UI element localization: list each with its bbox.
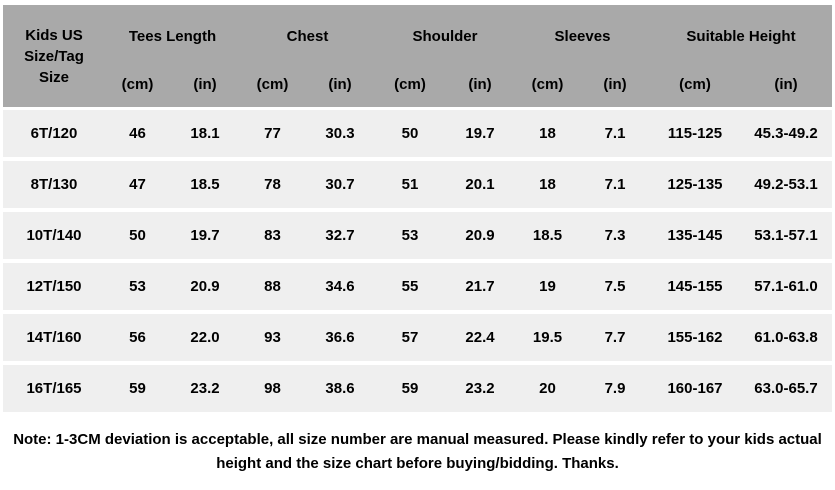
header-group: Chest	[286, 27, 329, 45]
table-cell: 57.1-61.0	[754, 278, 818, 295]
header-group: Sleeves	[554, 27, 611, 45]
table-cell: 63.0-65.7	[754, 380, 818, 397]
header-unit: (cm)	[679, 76, 711, 93]
header-group: Shoulder	[412, 27, 478, 45]
table-cell: 50	[401, 125, 419, 142]
table-cell: 135-145	[667, 227, 723, 244]
table-cell: 21.7	[465, 278, 495, 295]
table-cell: 20	[539, 380, 556, 397]
table-cell: 98	[264, 380, 281, 397]
header-unit: (cm)	[256, 76, 289, 93]
table-cell: 20.1	[465, 176, 495, 193]
row-band	[3, 263, 832, 310]
table-cell: 45.3-49.2	[754, 125, 818, 142]
header-unit: (in)	[603, 76, 627, 93]
table-cell: 53	[401, 227, 419, 244]
table-cell: 125-135	[667, 176, 723, 193]
header-group: Suitable Height	[686, 27, 796, 45]
table-cell: 7.1	[604, 125, 626, 142]
table-cell: 30.3	[325, 125, 355, 142]
table-cell: 155-162	[667, 329, 723, 346]
table-cell: 61.0-63.8	[754, 329, 818, 346]
row-band	[3, 212, 832, 259]
table-cell: 56	[129, 329, 146, 346]
table-cell: 10T/140	[26, 227, 82, 244]
table-cell: 18.1	[190, 125, 220, 142]
header-unit: (in)	[468, 76, 492, 93]
table-cell: 18.5	[190, 176, 220, 193]
header-first: Kids US Size/Tag Size	[24, 26, 84, 86]
table-cell: 14T/160	[26, 329, 82, 346]
table-cell: 6T/120	[30, 125, 78, 142]
table-cell: 7.7	[604, 329, 626, 346]
table-cell: 34.6	[325, 278, 355, 295]
header-unit: (in)	[328, 76, 352, 93]
table-cell: 7.9	[604, 380, 626, 397]
table-cell: 47	[129, 176, 146, 193]
row-band	[3, 365, 832, 412]
table-cell: 57	[401, 329, 419, 346]
header-unit: (in)	[193, 76, 217, 93]
table-cell: 38.6	[325, 380, 355, 397]
table-cell: 46	[129, 125, 146, 142]
table-cell: 160-167	[667, 380, 723, 397]
table-cell: 59	[401, 380, 419, 397]
row-band	[3, 161, 832, 208]
table-cell: 22.4	[465, 329, 495, 346]
table-cell: 19.7	[190, 227, 220, 244]
table-cell: 18.5	[532, 227, 563, 244]
table-cell: 19	[539, 278, 556, 295]
table-cell: 32.7	[325, 227, 355, 244]
table-cell: 22.0	[190, 329, 220, 346]
table-cell: 51	[401, 176, 419, 193]
table-cell: 53	[129, 278, 146, 295]
table-cell: 23.2	[190, 380, 220, 397]
row-band	[3, 314, 832, 361]
table-cell: 19.7	[465, 125, 495, 142]
table-cell: 12T/150	[26, 278, 82, 295]
table-cell: 83	[264, 227, 281, 244]
table-cell: 20.9	[465, 227, 495, 244]
row-band	[3, 110, 832, 157]
table-cell: 55	[401, 278, 419, 295]
table-cell: 78	[264, 176, 281, 193]
header-band	[3, 5, 832, 107]
table-cell: 53.1-57.1	[754, 227, 818, 244]
table-cell: 19.5	[532, 329, 563, 346]
header-unit: (cm)	[531, 76, 564, 93]
table-cell: 36.6	[325, 329, 355, 346]
table-cell: 30.7	[325, 176, 355, 193]
table-cell: 7.3	[604, 227, 626, 244]
header-unit: (in)	[774, 76, 798, 93]
table-cell: 49.2-53.1	[754, 176, 818, 193]
table-cell: 88	[264, 278, 281, 295]
header-group: Tees Length	[128, 27, 217, 45]
table-cell: 59	[129, 380, 146, 397]
table-cell: 20.9	[190, 278, 220, 295]
table-cell: 18	[539, 125, 556, 142]
table-cell: 23.2	[465, 380, 495, 397]
table-cell: 7.5	[604, 278, 626, 295]
table-cell: 18	[539, 176, 556, 193]
table-cell: 8T/130	[30, 176, 78, 193]
table-cell: 7.1	[604, 176, 626, 193]
table-cell: 115-125	[667, 125, 723, 142]
header-unit: (cm)	[121, 76, 154, 93]
header-unit: (cm)	[394, 76, 426, 93]
table-cell: 145-155	[667, 278, 723, 295]
note: Note: 1-3CM deviation is acceptable, all…	[13, 431, 822, 472]
table-cell: 93	[264, 329, 281, 346]
table-cell: 50	[129, 227, 146, 244]
table-cell: 16T/165	[26, 380, 82, 397]
table-cell: 77	[264, 125, 281, 142]
